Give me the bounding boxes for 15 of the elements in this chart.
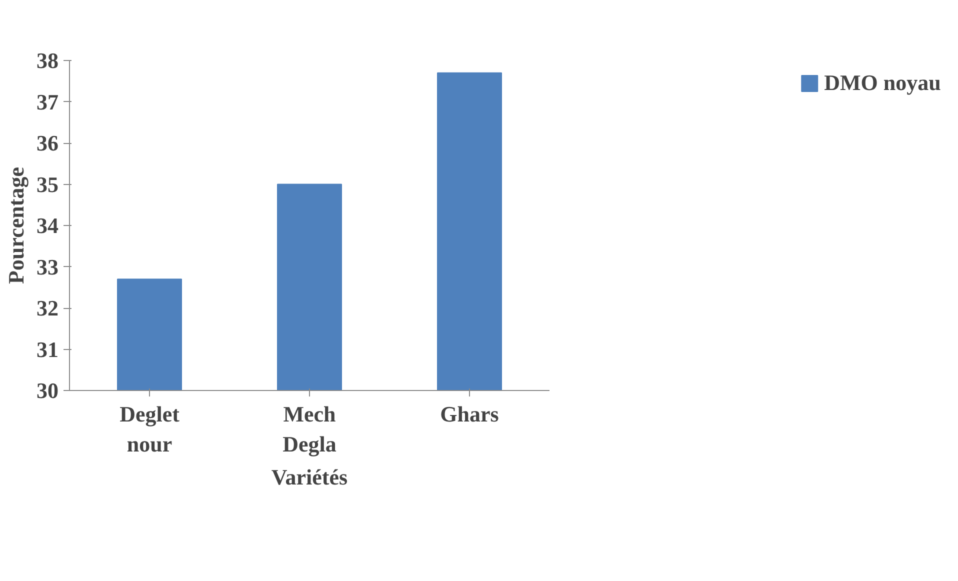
y-tick-label: 33 — [36, 254, 58, 280]
y-tick-label: 30 — [36, 378, 58, 403]
legend-label: DMO noyau — [824, 70, 941, 96]
x-tick-label: Ghars — [440, 402, 500, 426]
y-tick-label: 36 — [36, 130, 58, 156]
y-tick-label: 31 — [36, 336, 58, 362]
y-tick-label: 38 — [36, 48, 58, 73]
y-axis-title: Pourcentage — [4, 166, 28, 284]
y-tick-label: 37 — [36, 89, 58, 114]
y-tick-label: 35 — [36, 172, 58, 197]
x-axis-title: Variétés — [271, 464, 348, 490]
y-tick-label: 32 — [36, 296, 58, 320]
y-tick-label: 34 — [36, 213, 58, 238]
x-tick-label: Mech Degla — [282, 402, 336, 456]
x-tick-label: Deglet nour — [120, 402, 180, 456]
